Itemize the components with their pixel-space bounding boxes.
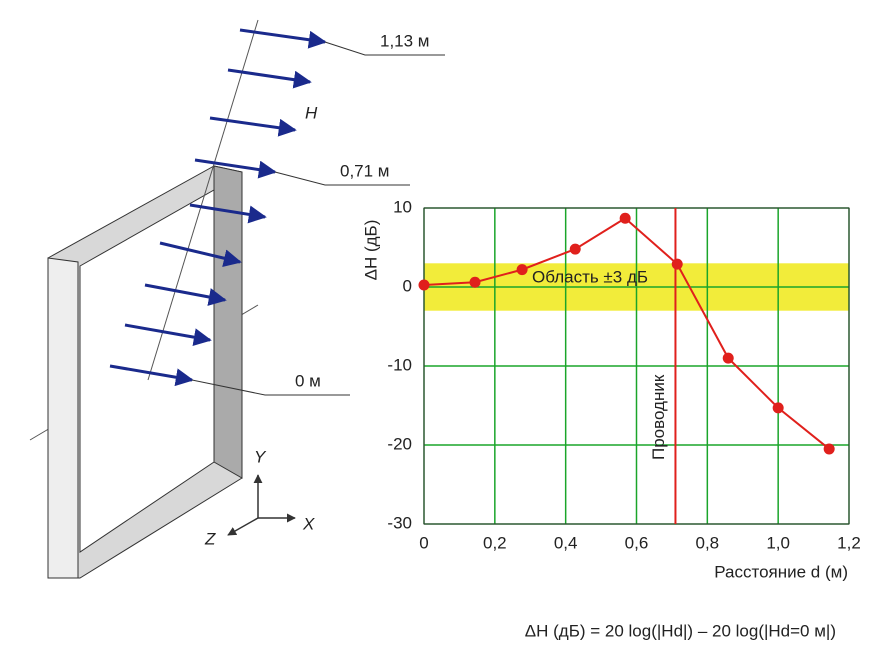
leaders (191, 41, 445, 396)
distance-label: 0,71 м (340, 161, 390, 180)
point (671, 258, 683, 270)
x-tick-label: 1,0 (766, 533, 790, 552)
axis-name: Z (204, 529, 216, 548)
point (722, 352, 734, 364)
point (469, 276, 481, 288)
distance-label: 1,13 м (380, 31, 430, 50)
frame-side (213, 165, 243, 479)
y-axis-label: ΔH (дБ) (361, 220, 380, 281)
point (516, 264, 528, 276)
point (772, 402, 784, 414)
y-tick-label: -30 (387, 513, 412, 532)
series-line (423, 217, 830, 450)
coord-axes (227, 474, 296, 536)
field-label: H (305, 103, 318, 122)
y-tick-label: 0 (403, 276, 412, 295)
x-tick-label: 0,4 (554, 533, 578, 552)
chart: 10 0 -10 -20 -30 0 0,2 0,4 0,6 0,8 1,0 1,2 Область ±… (361, 197, 860, 640)
y-tick-label: -20 (387, 434, 412, 453)
formula: ΔH (дБ) = 20 log(|Hd|) – 20 log(|Hd=0 м|… (525, 621, 836, 640)
point (823, 443, 835, 455)
distance-label: 0 м (295, 371, 321, 390)
x-axis-label: Расстояние d (м) (714, 562, 848, 581)
axis-name: X (302, 514, 315, 533)
axis-line (147, 19, 259, 381)
plot-frame (423, 207, 850, 525)
axis-name: Y (254, 447, 267, 466)
point (569, 243, 581, 255)
x-tick-label: 0,8 (696, 533, 720, 552)
diagram: 1,13 м 0,71 м 0 м H Y Z X (29, 19, 445, 579)
point (619, 212, 631, 224)
y-tick-label: -10 (387, 355, 412, 374)
x-tick-label: 0,6 (625, 533, 649, 552)
y-tick-label: 10 (393, 197, 412, 216)
x-tick-label: 0 (419, 533, 428, 552)
frame-front (47, 257, 79, 579)
x-tick-label: 0,2 (483, 533, 507, 552)
band-label: Область ±3 дБ (532, 267, 648, 286)
point (418, 279, 430, 291)
x-tick-label: 1,2 (837, 533, 861, 552)
field-arrows (109, 28, 327, 387)
conductor-label: Проводник (649, 374, 668, 460)
